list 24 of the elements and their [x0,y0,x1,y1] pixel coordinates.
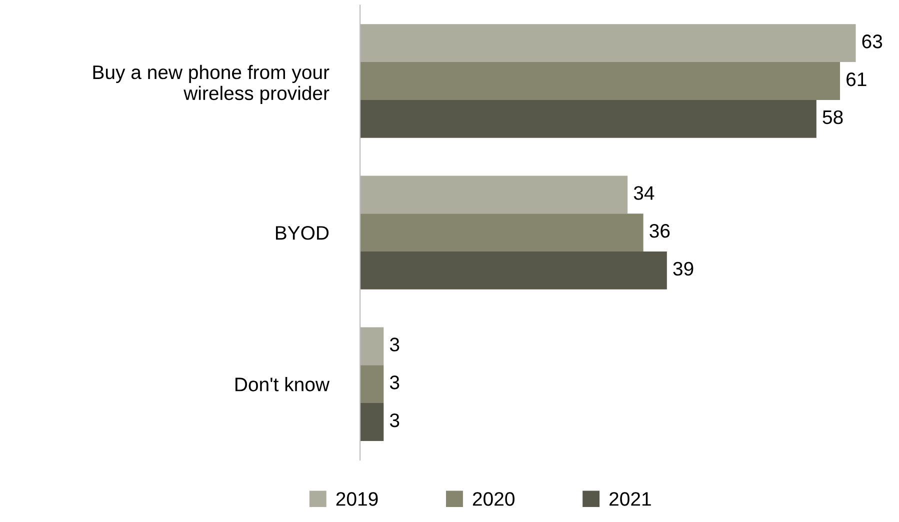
data-label: 3 [390,338,400,352]
legend-label: 2021 [610,492,651,506]
data-label: 63 [862,34,882,48]
bar [360,403,384,441]
bar [360,62,840,100]
data-label: 34 [634,186,654,200]
y-tick-label: Don't know [236,377,330,392]
data-label: 36 [650,224,670,238]
legend-label: 2019 [336,492,378,506]
legend-label: 2020 [472,492,514,506]
bar [360,251,667,290]
y-tick-label: Buy a new phone from your wireless provider [93,64,330,104]
bar [360,100,816,138]
data-label: 39 [673,262,694,276]
bar [360,327,384,366]
y-tick-label: BYOD [276,226,329,240]
bar [360,214,644,252]
bar [360,24,856,62]
data-label: 58 [822,110,843,124]
data-label: 3 [390,376,400,390]
bar [360,365,384,404]
bar [360,176,628,214]
data-label: 61 [846,72,866,86]
data-label: 3 [390,413,400,428]
